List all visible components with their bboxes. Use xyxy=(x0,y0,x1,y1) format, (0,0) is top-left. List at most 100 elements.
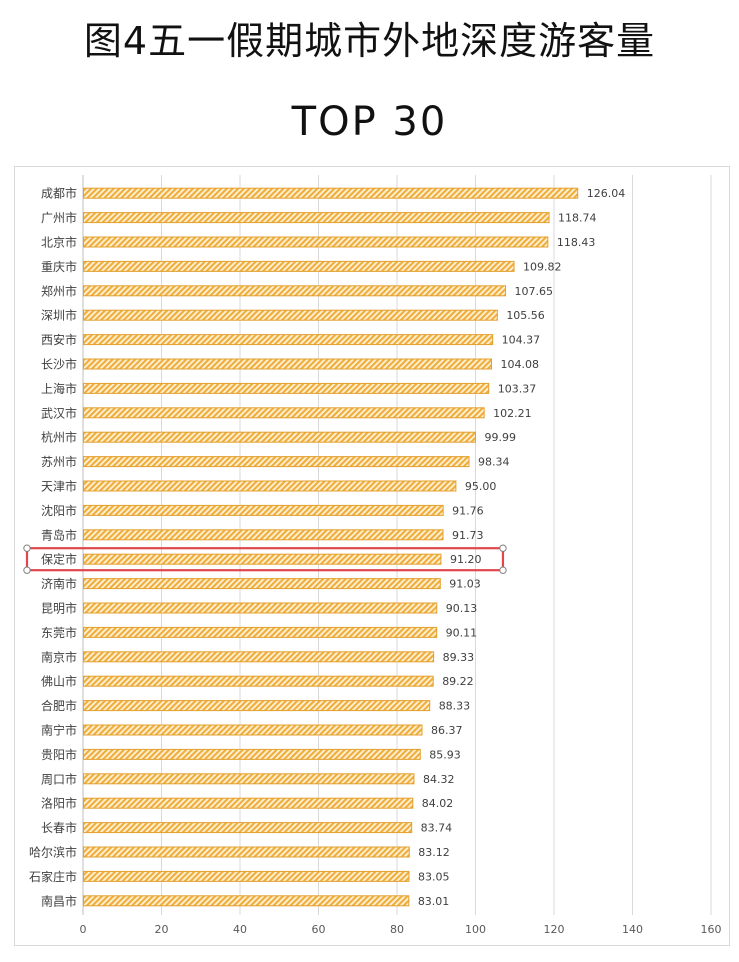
bar xyxy=(83,773,415,785)
chart-title: 图4五一假期城市外地深度游客量 xyxy=(83,19,656,63)
bar xyxy=(83,260,515,272)
category-label: 周口市 xyxy=(41,771,77,786)
category-label: 南宁市 xyxy=(41,723,77,738)
category-label: 哈尔滨市 xyxy=(29,845,77,860)
category-label: 苏州市 xyxy=(41,454,77,469)
data-label: 105.56 xyxy=(506,309,545,322)
chart-area: 0 20 40 60 80 100 120 140 160 成都市 126.04 广州市 118.74 北… xyxy=(14,166,730,946)
data-label: 104.08 xyxy=(501,358,540,371)
bar xyxy=(83,212,550,224)
data-label: 86.37 xyxy=(431,724,463,737)
category-label: 沈阳市 xyxy=(41,503,77,518)
bar xyxy=(83,187,579,199)
data-label: 84.02 xyxy=(422,797,454,810)
x-tick-label: 0 xyxy=(80,923,87,936)
data-label: 104.37 xyxy=(502,334,540,347)
x-tick-label: 40 xyxy=(233,923,247,936)
bar xyxy=(83,797,414,809)
data-label: 83.12 xyxy=(418,846,450,859)
category-label: 郑州市 xyxy=(41,283,77,298)
category-label: 重庆市 xyxy=(41,259,77,274)
category-label: 佛山市 xyxy=(41,674,77,689)
bar xyxy=(83,626,438,638)
bar xyxy=(83,456,470,468)
x-tick-label: 80 xyxy=(390,923,404,936)
selection-handle[interactable] xyxy=(23,566,31,574)
highlight-box xyxy=(25,547,505,572)
category-label: 保定市 xyxy=(41,552,77,567)
bar xyxy=(83,846,410,858)
category-label: 武汉市 xyxy=(41,405,77,420)
category-label: 昆明市 xyxy=(41,601,77,616)
category-label: 西安市 xyxy=(41,332,77,347)
data-label: 126.04 xyxy=(587,187,626,200)
category-label: 上海市 xyxy=(41,381,77,396)
data-label: 83.05 xyxy=(418,870,450,883)
bar xyxy=(83,870,410,882)
selection-handle[interactable] xyxy=(499,544,507,552)
category-label: 洛阳市 xyxy=(41,796,77,811)
data-label: 118.74 xyxy=(558,212,597,225)
category-label: 杭州市 xyxy=(41,430,77,445)
data-label: 85.93 xyxy=(429,748,461,761)
category-label: 长沙市 xyxy=(41,357,77,372)
category-label: 贵阳市 xyxy=(41,747,77,762)
selection-handle[interactable] xyxy=(499,566,507,574)
bar xyxy=(83,285,507,297)
data-label: 90.13 xyxy=(446,602,478,615)
bar xyxy=(83,895,410,907)
bar xyxy=(83,724,423,736)
data-label: 89.22 xyxy=(442,675,474,688)
data-label: 91.20 xyxy=(450,553,482,566)
x-tick-label: 60 xyxy=(312,923,326,936)
bar-chart: 0 20 40 60 80 100 120 140 160 成都市 126.04 广州市 118.74 北… xyxy=(23,175,722,936)
category-label: 广州市 xyxy=(41,210,77,225)
category-label: 南京市 xyxy=(41,649,77,664)
data-label: 83.01 xyxy=(418,895,450,908)
data-label: 91.73 xyxy=(452,529,484,542)
data-label: 95.00 xyxy=(465,480,497,493)
category-label: 济南市 xyxy=(41,576,77,591)
chart-subtitle: TOP 30 xyxy=(291,99,448,145)
x-tick-label: 20 xyxy=(155,923,169,936)
data-label: 103.37 xyxy=(498,382,537,395)
data-label: 98.34 xyxy=(478,456,510,469)
category-label: 北京市 xyxy=(41,235,77,250)
bar xyxy=(83,553,442,565)
data-label: 109.82 xyxy=(523,260,562,273)
bar xyxy=(83,822,413,834)
bar xyxy=(83,504,444,516)
category-label: 石家庄市 xyxy=(29,869,77,884)
x-tick-label: 160 xyxy=(701,923,722,936)
bar xyxy=(83,700,431,712)
bar xyxy=(83,651,435,663)
data-label: 83.74 xyxy=(421,822,453,835)
data-label: 88.33 xyxy=(439,700,471,713)
category-label: 合肥市 xyxy=(41,698,77,713)
bar xyxy=(83,334,494,346)
data-label: 84.32 xyxy=(423,773,455,786)
category-label: 南昌市 xyxy=(41,893,77,908)
category-label: 天津市 xyxy=(41,479,77,494)
bar xyxy=(83,748,421,760)
category-label: 东莞市 xyxy=(41,625,77,640)
data-label: 107.65 xyxy=(515,285,554,298)
bar xyxy=(83,407,485,419)
x-tick-label: 100 xyxy=(465,923,486,936)
bar xyxy=(83,309,498,321)
bar xyxy=(83,236,549,248)
category-label: 长春市 xyxy=(41,820,77,835)
bar xyxy=(83,480,457,492)
data-label: 118.43 xyxy=(557,236,596,249)
bar xyxy=(83,382,490,394)
x-tick-label: 140 xyxy=(622,923,643,936)
bar xyxy=(83,578,441,590)
category-label: 深圳市 xyxy=(41,308,77,323)
bar xyxy=(83,358,493,370)
category-label: 青岛市 xyxy=(41,527,77,542)
bar xyxy=(83,529,444,541)
selection-handle[interactable] xyxy=(23,544,31,552)
bar xyxy=(83,431,476,443)
data-label: 91.76 xyxy=(452,504,484,517)
bar xyxy=(83,602,438,614)
